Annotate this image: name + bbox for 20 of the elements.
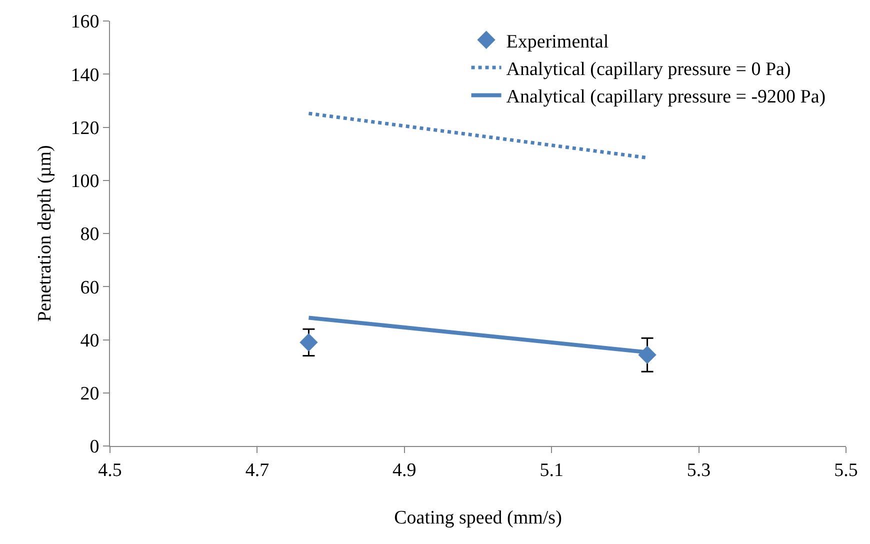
- x-tick-label: 5.3: [686, 460, 711, 481]
- x-tick-label: 5.1: [540, 460, 564, 481]
- y-tick-label: 40: [80, 330, 100, 352]
- legend-label: Experimental: [506, 31, 609, 52]
- y-tick-label: 160: [70, 12, 100, 33]
- y-axis-title: Penetration depth (µm): [34, 145, 56, 322]
- x-tick-label: 4.5: [98, 460, 122, 481]
- legend-label: Analytical (capillary pressure = -9200 Pa): [506, 86, 826, 108]
- y-tick-label: 80: [80, 224, 100, 246]
- x-tick-label: 4.9: [392, 460, 416, 481]
- x-tick-label: 5.5: [834, 460, 858, 481]
- y-tick-label: 100: [70, 171, 100, 192]
- x-tick-label: 4.7: [245, 460, 270, 481]
- x-axis-title: Coating speed (mm/s): [394, 508, 562, 529]
- y-tick-label: 0: [90, 436, 100, 458]
- legend-label: Analytical (capillary pressure = 0 Pa): [506, 58, 791, 80]
- y-tick-label: 20: [80, 384, 100, 405]
- y-tick-label: 60: [80, 277, 100, 298]
- y-tick-label: 140: [70, 64, 100, 86]
- y-tick-label: 120: [70, 118, 100, 139]
